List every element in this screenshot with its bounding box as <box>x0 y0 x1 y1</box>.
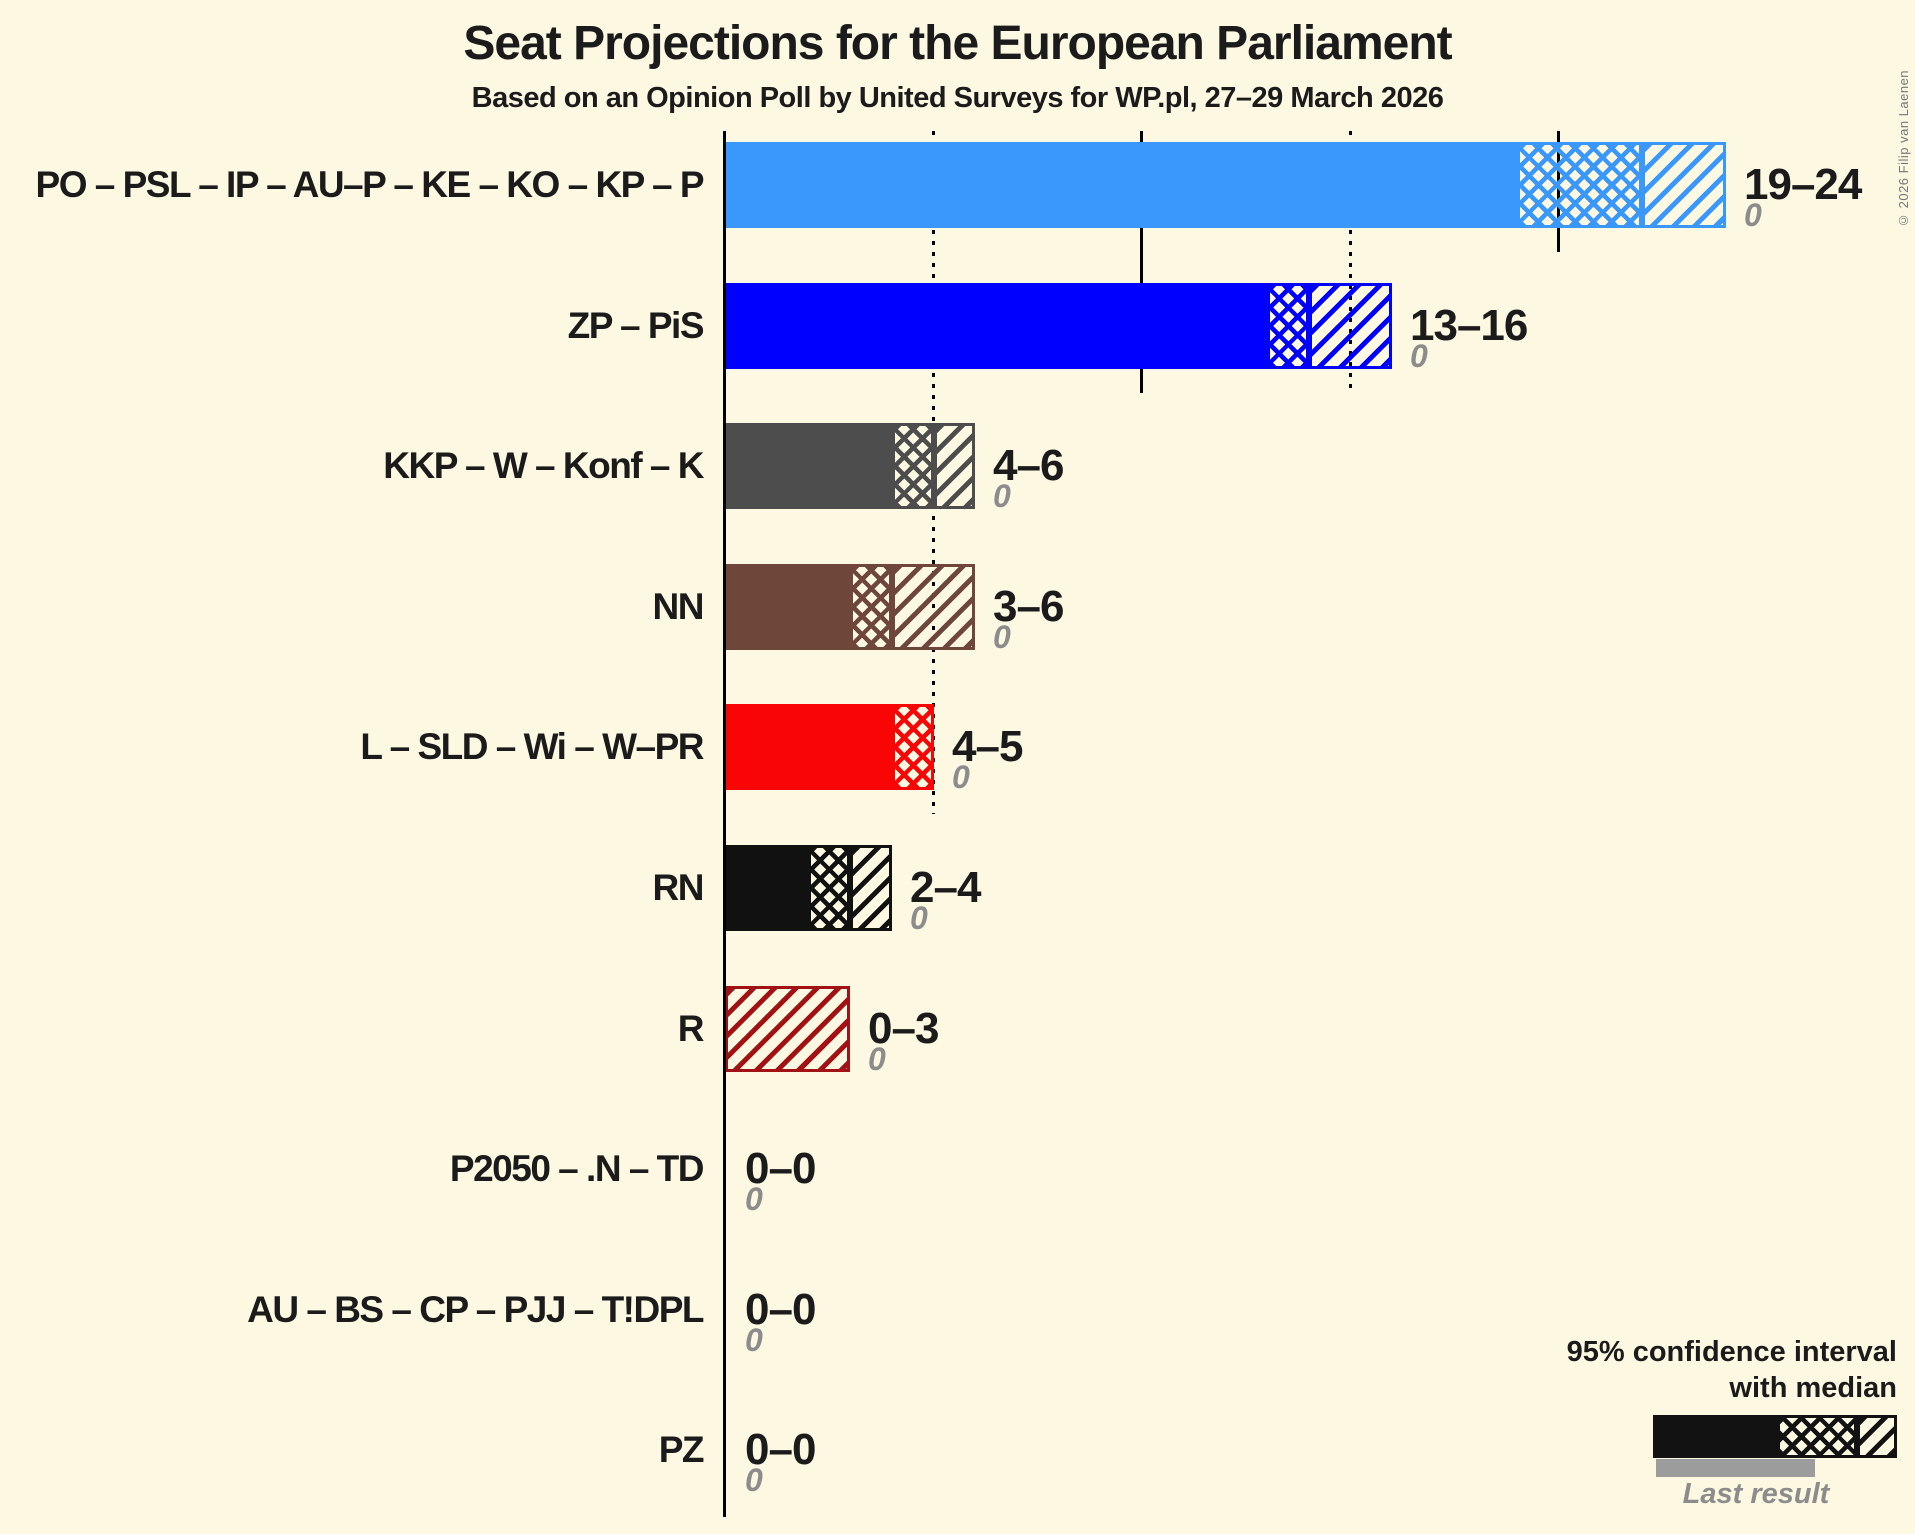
seat-range-label: 13–16 <box>1410 301 1528 350</box>
legend-last-result-bar <box>1656 1459 1815 1477</box>
party-label: NN <box>652 586 705 627</box>
seat-range-label: 0–0 <box>745 1425 816 1474</box>
party-label: AU – BS – CP – PJJ – T!DPL <box>247 1289 704 1330</box>
seat-range-label: 0–3 <box>868 1004 939 1053</box>
legend-last-result-label: Last result <box>1682 1478 1830 1510</box>
party-label: RN <box>652 867 705 908</box>
chart-row: NN 3–6 0 <box>0 564 1915 655</box>
chart-row: ZP – PiS 13–16 0 <box>0 283 1915 374</box>
chart-row: KKP – W – Konf – K 4–6 0 <box>0 423 1915 514</box>
legend-title: 95% confidence interval with median <box>1297 1334 1897 1406</box>
seat-range-label: 0–0 <box>745 1285 816 1334</box>
bar-solid-segment <box>725 423 892 509</box>
bar-solid-segment <box>725 564 850 650</box>
legend-solid-segment <box>1653 1415 1777 1458</box>
bar-crosshatch-segment <box>1517 142 1642 228</box>
seat-range-label: 4–6 <box>993 441 1064 490</box>
party-label: PZ <box>658 1429 705 1470</box>
legend-title-line1: 95% confidence interval <box>1566 1336 1897 1368</box>
last-result-value: 0 <box>910 900 928 936</box>
last-result-value: 0 <box>745 1181 763 1217</box>
last-result-value: 0 <box>868 1041 886 1077</box>
seat-range-label: 2–4 <box>910 863 981 912</box>
legend-crosshatch-segment <box>1777 1415 1857 1458</box>
chart-row: P2050 – .N – TD 0–0 0 <box>0 1126 1915 1217</box>
legend-sample-bar <box>1653 1415 1897 1458</box>
bar-diagonal-segment <box>850 845 892 931</box>
last-result-value: 0 <box>1410 338 1428 374</box>
bar-solid-segment <box>725 142 1517 228</box>
seat-range-label: 0–0 <box>745 1144 816 1193</box>
bar-solid-segment <box>725 845 808 931</box>
bar-crosshatch-segment <box>850 564 892 650</box>
seat-range-label: 3–6 <box>993 582 1064 631</box>
chart-row: R 0–3 0 <box>0 986 1915 1077</box>
chart-row: L – SLD – Wi – W–PR 4–5 0 <box>0 704 1915 795</box>
party-label: PO – PSL – IP – AU–P – KE – KO – KP – P <box>35 164 705 205</box>
last-result-value: 0 <box>993 619 1011 655</box>
party-label: R <box>677 1008 705 1049</box>
gridline-15-seats <box>1349 131 1352 393</box>
bar-diagonal-segment <box>1642 142 1726 228</box>
chart-row: RN 2–4 0 <box>0 845 1915 936</box>
party-label: P2050 – .N – TD <box>449 1148 705 1189</box>
chart-row: AU – BS – CP – PJJ – T!DPL 0–0 0 <box>0 1267 1915 1358</box>
chart-row: PZ 0–0 0 <box>0 1407 1915 1498</box>
last-result-value: 0 <box>952 759 970 795</box>
bar-diagonal-segment <box>934 423 975 509</box>
party-label: ZP – PiS <box>567 305 705 346</box>
gridline-10-seats <box>1140 131 1143 393</box>
page-title: Seat Projections for the European Parlia… <box>463 17 1452 70</box>
bar-diagonal-segment <box>725 986 850 1072</box>
chart-row: PO – PSL – IP – AU–P – KE – KO – KP – P 1… <box>0 142 1915 233</box>
legend-title-line2: with median <box>1729 1372 1897 1404</box>
bar-crosshatch-segment <box>1267 283 1309 369</box>
bar-crosshatch-segment <box>892 423 934 509</box>
bar-solid-segment <box>725 704 892 790</box>
last-result-value: 0 <box>993 478 1011 514</box>
party-label: KKP – W – Konf – K <box>383 445 704 486</box>
last-result-value: 0 <box>1744 197 1762 233</box>
last-result-value: 0 <box>745 1322 763 1358</box>
page-subtitle: Based on an Opinion Poll by United Surve… <box>471 82 1444 114</box>
party-label: L – SLD – Wi – W–PR <box>360 726 704 767</box>
y-axis-line <box>723 131 726 1517</box>
bar-crosshatch-segment <box>808 845 850 931</box>
bar-crosshatch-segment <box>892 704 934 790</box>
seat-range-label: 19–24 <box>1744 160 1862 209</box>
last-result-value: 0 <box>745 1462 763 1498</box>
bar-diagonal-segment <box>1309 283 1392 369</box>
bar-diagonal-segment <box>892 564 975 650</box>
bar-solid-segment <box>725 283 1267 369</box>
legend-diagonal-segment <box>1857 1415 1897 1458</box>
seat-range-label: 4–5 <box>952 722 1023 771</box>
